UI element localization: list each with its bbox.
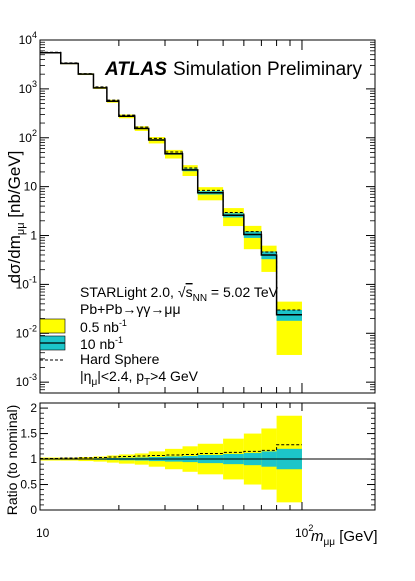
bottom-y-tick-label-3: 1.5 [20, 427, 37, 441]
bottom-y-tick-label-2: 1 [30, 452, 37, 466]
x-axis-title: mμμ [GeV] [311, 528, 378, 548]
top-panel-frame [39, 39, 376, 394]
bottom-y-tick-label-4: 2 [30, 401, 37, 415]
nominal-spectrum-line [40, 51, 302, 316]
legend-small-lumi-swatch [39, 318, 66, 334]
bottom-y-axis-title: Ratio (to nominal) [4, 405, 20, 516]
bottom-panel-frame [39, 402, 376, 511]
legend-generator: STARLight 2.0, √sNN = 5.02 TeV [80, 284, 279, 304]
atlas-simulation-label: Simulation Preliminary [173, 59, 363, 80]
x-tick-label-100: 102 [295, 523, 313, 540]
top-y-tick-label-1: 10-2 [16, 323, 37, 340]
top-y-tick-label-6: 103 [19, 79, 37, 96]
top-spectrum-lines [40, 51, 302, 316]
x-tick-label-10: 10 [36, 526, 50, 540]
top-y-axis-title: dσ/dmμμ [nb/GeV] [5, 151, 27, 284]
top-y-tick-label-2: 10-1 [16, 274, 37, 291]
atlas-brand: ATLAS [104, 59, 167, 80]
top-y-tick-label-5: 102 [19, 128, 37, 145]
top-y-tick-label-4: 10 [24, 180, 38, 194]
bottom-y-tick-label-1: 0.5 [20, 478, 37, 492]
legend-small-lumi-label: 0.5 nb-1 [80, 318, 127, 335]
legend-cuts: |ημ|<2.4, pT>4 GeV [80, 368, 199, 388]
bottom-y-tick-label-0: 0 [30, 503, 37, 517]
top-y-tick-label-0: 10-3 [16, 372, 37, 389]
top-y-tick-label-7: 104 [19, 30, 37, 47]
legend-large-lumi-label: 10 nb-1 [80, 335, 123, 352]
top-axis-ticks: 10-3 10-2 10-1 1 10 102 103 104 [16, 30, 375, 394]
legend-hard-sphere-label: Hard Sphere [80, 351, 160, 367]
top-y-tick-label-3: 1 [30, 229, 37, 243]
legend: STARLight 2.0, √sNN = 5.02 TeV Pb+Pb→γγ→μ… [39, 284, 279, 388]
ratio-hard-sphere-line [40, 444, 302, 460]
legend-process: Pb+Pb→γγ→μμ [80, 301, 181, 317]
ratio-lines [40, 444, 375, 460]
bottom-axis-ticks: 0 0.5 1 1.5 2 [20, 401, 375, 517]
